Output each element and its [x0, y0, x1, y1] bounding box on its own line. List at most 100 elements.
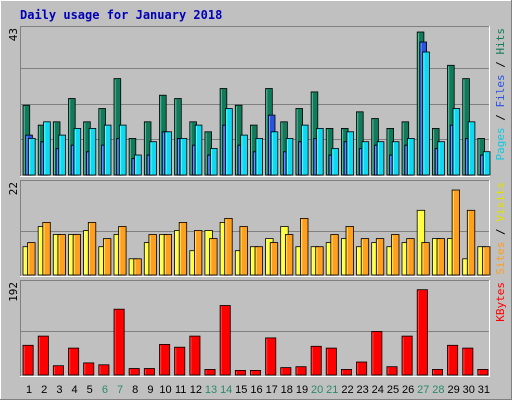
day-label-4: 4	[72, 384, 78, 396]
bar-kbytes-day-2	[37, 335, 49, 376]
series-label-part: /	[494, 55, 507, 75]
bar-sites-day-26	[406, 238, 415, 276]
series-label-part: Hits	[494, 28, 507, 55]
bar-pages-day-13	[209, 147, 218, 176]
panel-3: 192 KBytes	[7, 280, 507, 377]
bar-kbytes-day-3	[52, 365, 64, 376]
bar-sites-day-11	[178, 221, 188, 276]
bar-sites-day-14	[224, 217, 233, 276]
bar-sites-day-2	[42, 221, 51, 276]
day-label-11: 11	[175, 384, 186, 396]
bar-pages-day-16	[255, 137, 263, 176]
panel-1: 43 Pages / Files / Hits	[7, 26, 507, 177]
day-label-6: 6	[102, 384, 108, 396]
bar-kbytes-day-9	[143, 368, 155, 376]
bar-kbytes-day-28	[431, 368, 443, 376]
day-label-5: 5	[87, 384, 93, 396]
bar-kbytes-day-26	[401, 335, 413, 376]
day-label-29: 29	[447, 384, 459, 396]
bar-kbytes-day-4	[68, 347, 80, 376]
bar-sites-day-5	[87, 221, 97, 276]
bar-kbytes-day-24	[371, 330, 383, 376]
day-label-9: 9	[147, 384, 153, 396]
bar-pages-day-11	[179, 137, 188, 176]
panel-2: 22 Sites / Visits	[7, 180, 507, 277]
bar-sites-day-25	[391, 234, 400, 276]
bar-kbytes-day-27	[416, 289, 428, 376]
bar-kbytes-day-19	[295, 366, 307, 376]
bar-kbytes-day-17	[265, 337, 277, 376]
bar-pages-day-7	[119, 124, 127, 176]
bar-sites-day-27	[421, 242, 430, 276]
bar-kbytes-day-30	[462, 347, 474, 376]
series-label-part: Pages	[494, 127, 507, 160]
bar-sites-day-16	[254, 246, 263, 276]
bar-sites-day-24	[375, 238, 385, 276]
series-label-part: /	[494, 108, 507, 128]
bar-sites-day-29	[451, 189, 461, 276]
bar-pages-day-20	[316, 127, 324, 176]
bar-kbytes-day-5	[83, 362, 95, 376]
day-label-1: 1	[26, 384, 32, 396]
bar-sites-day-21	[330, 234, 339, 276]
bar-sites-day-4	[72, 234, 81, 276]
bar-sites-day-7	[118, 226, 127, 276]
day-label-18: 18	[281, 384, 293, 396]
day-label-25: 25	[387, 384, 399, 396]
chart-title: Daily usage for January 2018	[20, 8, 222, 22]
panel-series-label: Pages / Files / Hits	[494, 28, 507, 161]
bar-pages-day-4	[73, 127, 82, 176]
bar-pages-day-17	[270, 131, 279, 176]
bar-sites-day-15	[239, 226, 248, 276]
bar-sites-day-6	[103, 238, 112, 276]
day-label-10: 10	[159, 384, 171, 396]
day-label-3: 3	[56, 384, 62, 396]
series-label-part: Files	[494, 74, 507, 107]
series-label-part: /	[494, 222, 507, 242]
bar-kbytes-day-10	[159, 343, 171, 376]
day-label-14: 14	[220, 384, 232, 396]
bar-pages-day-31	[482, 151, 491, 176]
day-label-30: 30	[463, 384, 475, 396]
series-label-part: KBytes	[494, 282, 507, 322]
bar-pages-day-26	[407, 137, 415, 176]
bar-sites-day-1	[27, 242, 36, 276]
bar-kbytes-day-18	[280, 367, 292, 376]
bar-kbytes-day-21	[325, 347, 337, 376]
bar-kbytes-day-7	[113, 308, 125, 376]
bar-kbytes-day-23	[356, 361, 368, 376]
day-label-15: 15	[235, 384, 247, 396]
bar-sites-day-30	[466, 209, 476, 276]
bar-sites-day-17	[269, 242, 279, 276]
bar-kbytes-day-13	[204, 368, 216, 376]
day-label-23: 23	[356, 384, 368, 396]
day-label-20: 20	[311, 384, 323, 396]
bar-kbytes-day-12	[189, 335, 201, 376]
bar-sites-day-19	[300, 217, 309, 276]
bar-pages-day-23	[361, 141, 370, 176]
panel-max-label: 192	[7, 282, 20, 302]
bar-pages-day-8	[134, 154, 142, 176]
bar-sites-day-31	[482, 246, 491, 276]
day-label-17: 17	[266, 384, 278, 396]
bar-sites-day-23	[360, 238, 370, 276]
series-label-part: Sites	[494, 242, 507, 275]
bar-pages-day-6	[103, 124, 112, 176]
day-label-28: 28	[432, 384, 444, 396]
bar-pages-day-18	[285, 137, 294, 176]
panel-series-label: KBytes	[494, 282, 507, 322]
bar-sites-day-12	[193, 230, 203, 276]
bar-pages-day-25	[391, 141, 400, 176]
bar-pages-day-9	[149, 141, 157, 176]
day-label-12: 12	[190, 384, 202, 396]
bar-pages-day-30	[467, 121, 476, 176]
bar-kbytes-day-1	[22, 344, 34, 376]
bar-sites-day-18	[284, 234, 294, 276]
day-label-22: 22	[341, 384, 353, 396]
bar-kbytes-day-29	[447, 344, 459, 376]
bar-sites-day-3	[57, 234, 66, 276]
bar-kbytes-day-22	[340, 368, 352, 376]
day-label-8: 8	[132, 384, 138, 396]
bar-kbytes-day-11	[174, 346, 186, 376]
bar-pages-day-14	[225, 108, 233, 176]
